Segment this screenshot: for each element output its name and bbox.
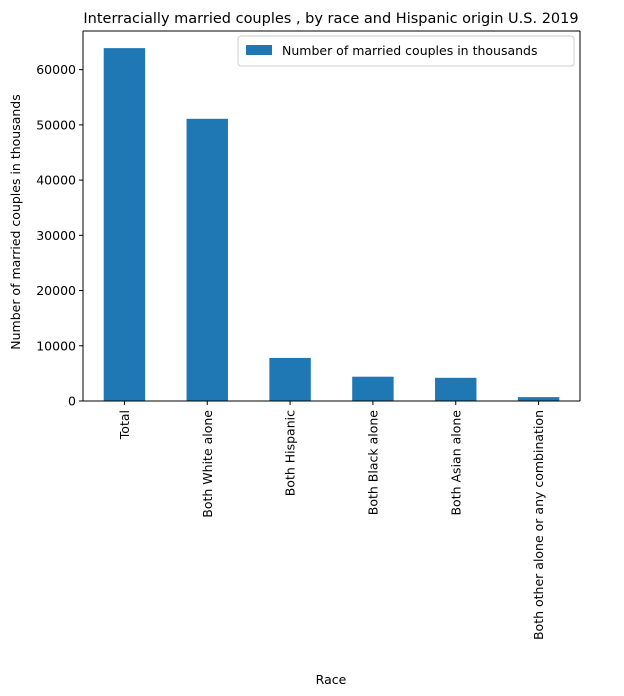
y-axis-label: Number of married couples in thousands [8,94,23,350]
y-tick-label: 40000 [36,173,76,188]
bar [269,357,311,401]
legend-frame [237,35,575,67]
legend: Number of married couples in thousands [237,35,575,67]
y-tick-label: 20000 [36,283,76,298]
y-tick-label: 10000 [36,338,76,353]
bar [186,118,228,401]
x-tick-label: Both Black alone [365,410,380,516]
y-tick-label: 50000 [36,117,76,132]
y-tick-label: 30000 [36,228,76,243]
plot-area: 0 10000 20000 30000 40000 50000 60000 Total Both… [36,30,581,640]
x-tick-label: Both Asian alone [448,410,463,516]
bar [435,377,477,401]
x-tick-label: Both other alone or any combination [531,410,546,640]
y-tick-label: 0 [68,394,76,409]
x-axis-label: Race [316,672,347,687]
x-tick-label: Both White alone [200,410,215,518]
bar [352,376,394,401]
y-tick-label: 60000 [36,62,76,77]
x-tick-label: Total [117,410,132,440]
chart-title: Interracially married couples , by race … [83,11,578,27]
bar [517,397,560,401]
legend-label: Number of married couples in thousands [282,43,538,58]
x-tick-label: Both Hispanic [283,410,298,496]
bar [103,48,146,401]
legend-swatch [246,45,272,55]
